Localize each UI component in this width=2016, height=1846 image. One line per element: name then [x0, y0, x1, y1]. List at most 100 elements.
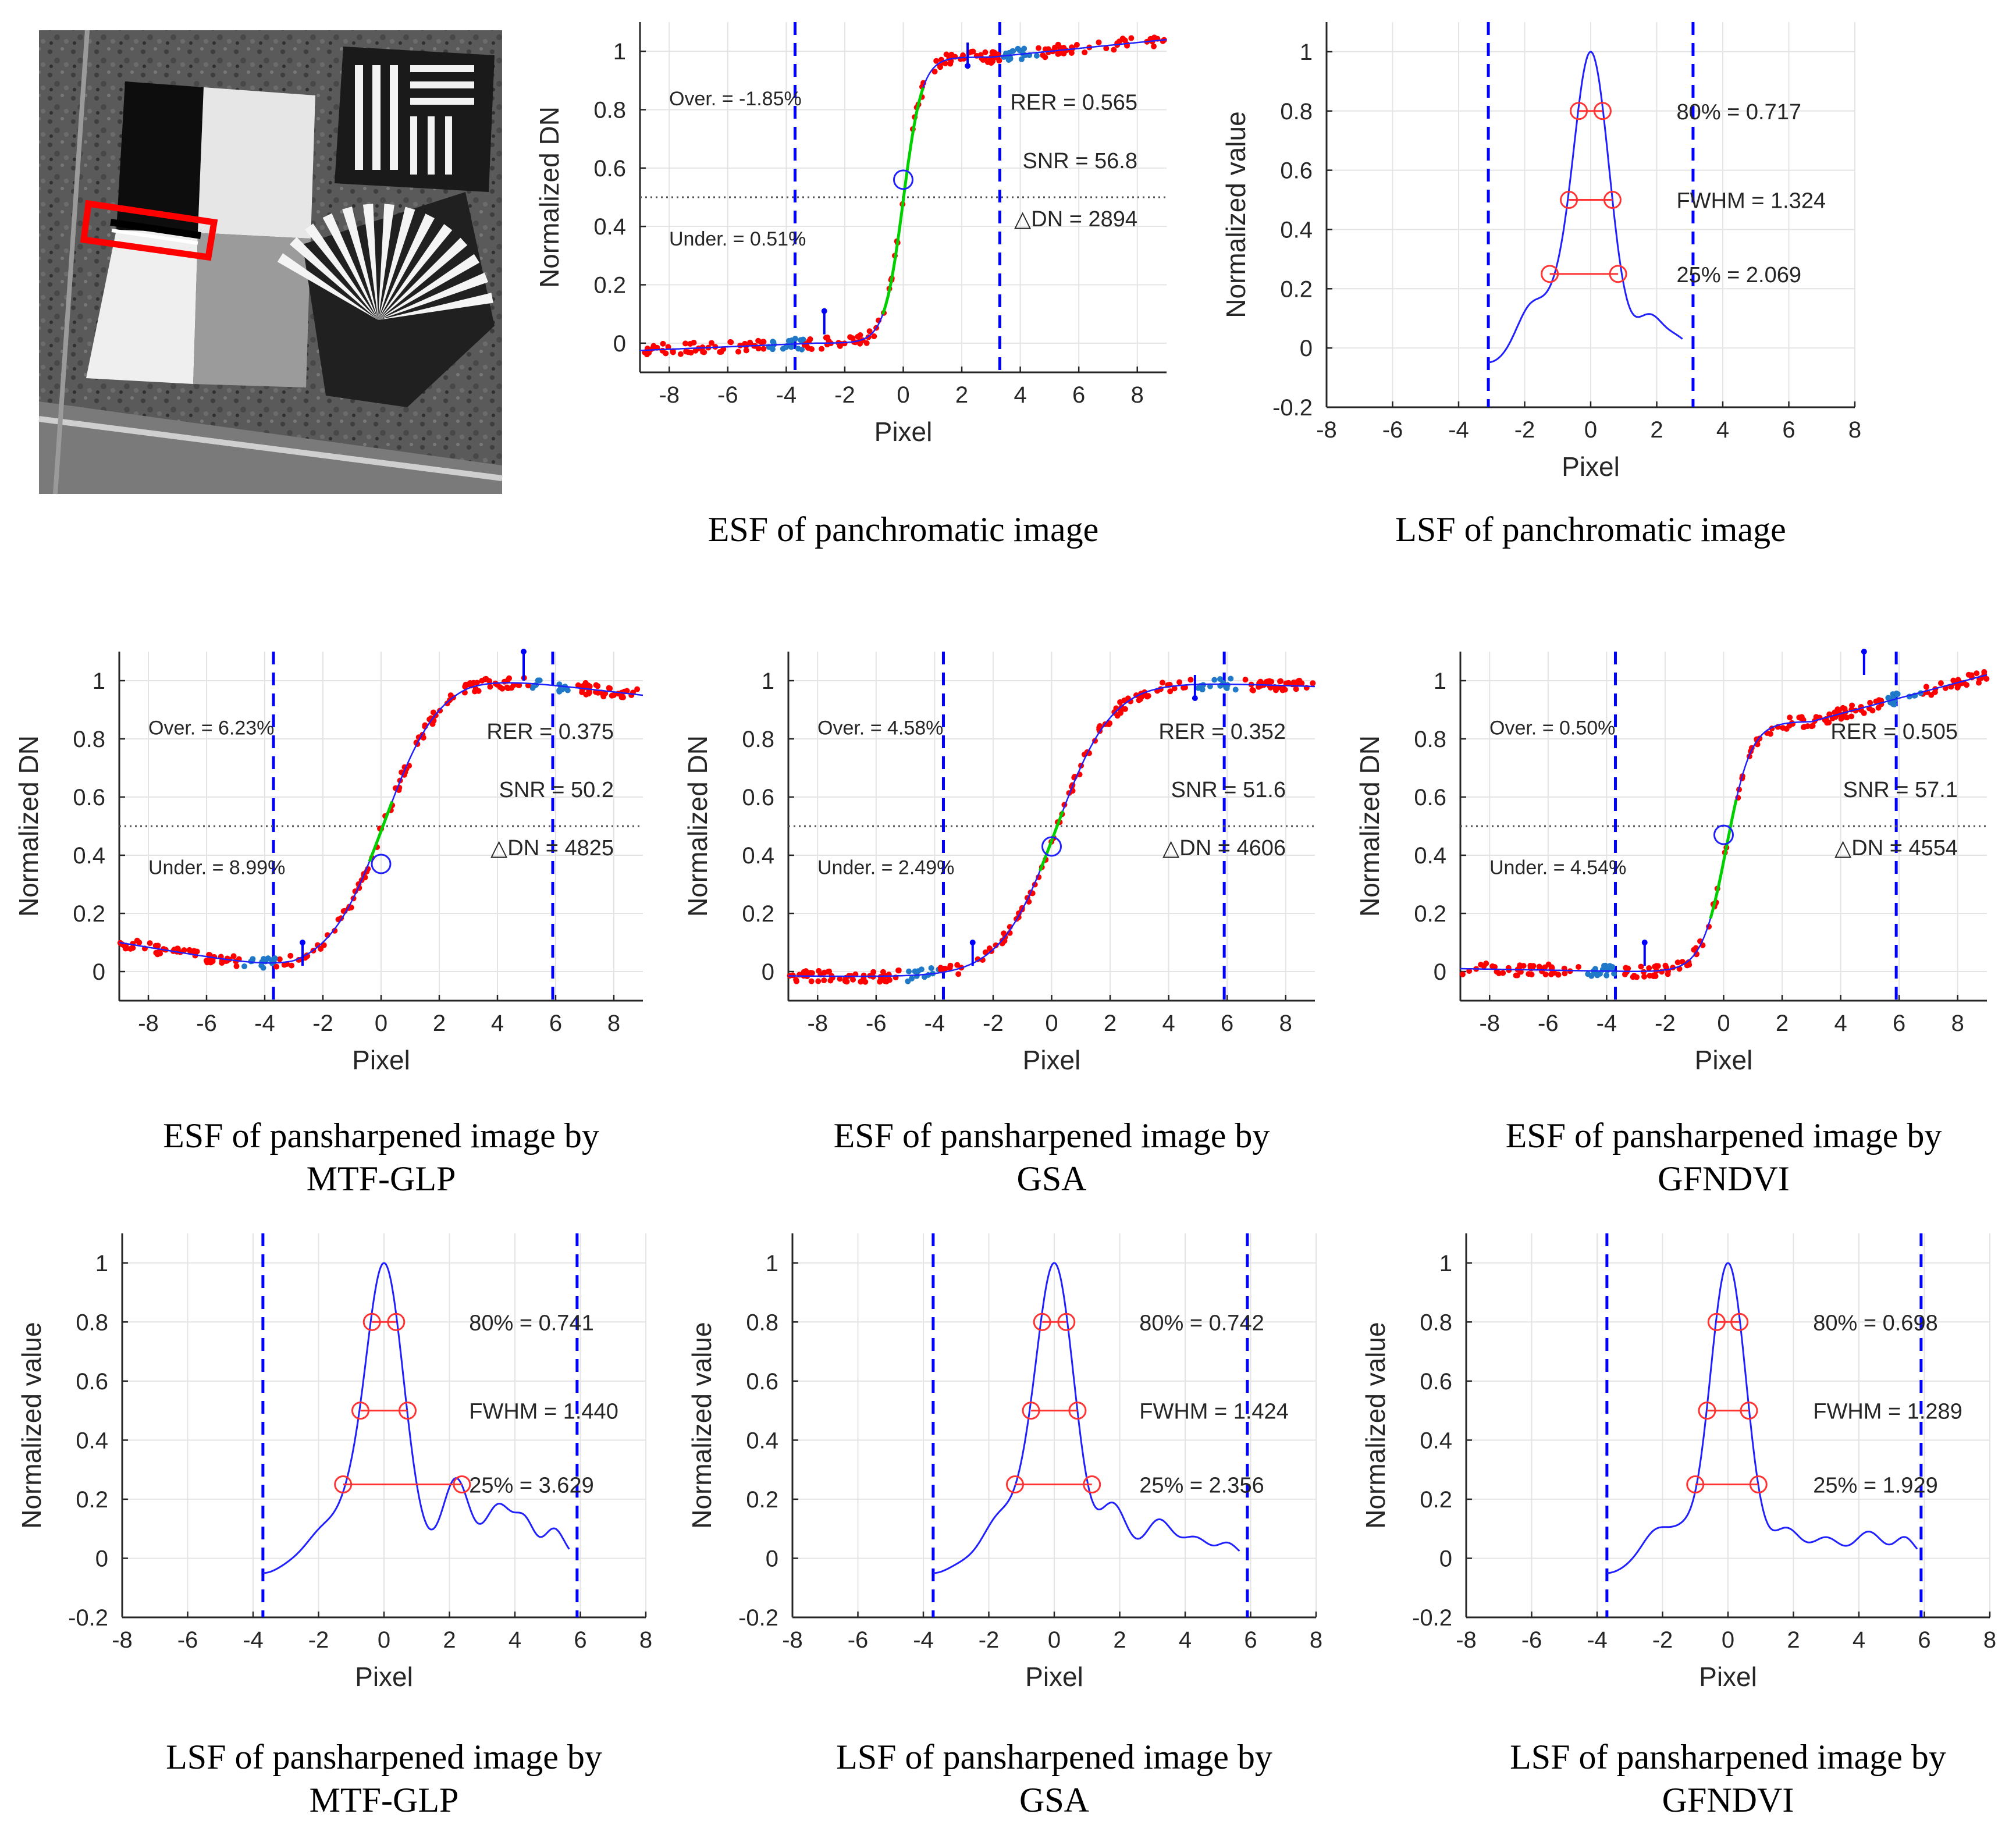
x-tick-label: 0 [1722, 1627, 1734, 1653]
esf-point [1603, 972, 1610, 979]
esf-point [692, 347, 699, 354]
overshoot-arrow-head [300, 940, 305, 945]
esf-point [136, 940, 143, 946]
esf-point [755, 345, 762, 351]
x-tick-label: -2 [308, 1627, 329, 1653]
y-tick-label: 0.2 [742, 901, 774, 927]
x-tick-label: 4 [1853, 1627, 1865, 1653]
width-25-label: 25% = 3.629 [469, 1474, 593, 1498]
esf-point [816, 968, 822, 974]
esf-point [1885, 695, 1891, 701]
width-marker-right [1609, 265, 1627, 283]
esf-point [332, 927, 338, 934]
esf-point [1800, 724, 1807, 730]
esf-point [1849, 702, 1855, 709]
y-tick-label: 0.8 [1420, 1310, 1452, 1335]
fwhm-label: FWHM = 1.440 [469, 1400, 618, 1424]
esf-point [1111, 47, 1117, 53]
esf-point [862, 979, 869, 985]
thumbnail-edge-profile [110, 219, 201, 239]
x-tick-label: 6 [1244, 1627, 1257, 1653]
thumbnail-highlight-box [80, 200, 218, 261]
undershoot-label: Under. = 4.54% [1489, 857, 1626, 879]
y-tick-label: -0.2 [1412, 1605, 1452, 1631]
x-tick-label: 2 [1113, 1627, 1126, 1653]
chart-esf-gfndvi: -8 -6 -4 -2 0 2 4 6 8 0 0.2 0.4 0.6 0.8 1 Pixel Normaliz… [1354, 649, 1990, 1198]
x-tick-label: 2 [1776, 1011, 1789, 1036]
esf-point [1122, 706, 1128, 712]
esf-point [501, 678, 507, 685]
x-tick-label: -2 [312, 1011, 333, 1036]
esf-point [1459, 971, 1466, 977]
starburst-spoke [277, 253, 378, 320]
chart-caption: ESF of pansharpened image by [1506, 1116, 1942, 1155]
esf-point [770, 339, 776, 345]
esf-point [660, 340, 666, 347]
esf-point [624, 688, 630, 694]
width-marker-left [351, 1402, 369, 1420]
x-tick-label: -4 [243, 1627, 264, 1653]
starburst-spoke [378, 204, 394, 320]
x-tick-label: -4 [925, 1011, 945, 1036]
x-tick-label: -8 [1479, 1011, 1500, 1036]
width-marker-right [1730, 1313, 1749, 1331]
thumbnail-gray-square [193, 233, 311, 387]
delta-dn-label: △DN = 4825 [490, 836, 614, 860]
esf-point [499, 685, 506, 692]
esf-point [1033, 52, 1040, 59]
esf-point [1263, 679, 1270, 685]
y-tick-label: 0.2 [73, 901, 105, 927]
x-tick-label: -8 [1456, 1627, 1477, 1653]
chart-caption: ESF of panchromatic image [708, 510, 1098, 549]
x-tick-label: -2 [979, 1627, 1000, 1653]
esf-point [708, 340, 714, 346]
x-tick-label: 4 [1716, 417, 1729, 443]
x-tick-label: 8 [1310, 1627, 1322, 1653]
y-tick-label: 0.4 [1414, 843, 1446, 869]
x-tick-label: 6 [1782, 417, 1795, 443]
x-tick-label: 0 [1584, 417, 1597, 443]
satellite-thumbnail [38, 30, 503, 495]
esf-point [127, 945, 134, 952]
esf-slope-segment [368, 801, 394, 862]
y-tick-label: 0 [766, 1546, 778, 1571]
esf-point [928, 965, 934, 971]
esf-point [321, 942, 327, 948]
esf-point [742, 340, 748, 347]
esf-point [837, 976, 843, 982]
esf-point [700, 348, 706, 355]
esf-point [1211, 677, 1218, 683]
esf-point [783, 344, 789, 350]
esf-point [618, 694, 625, 700]
x-axis-label: Pixel [1025, 1662, 1083, 1692]
x-tick-label: -8 [1316, 417, 1337, 443]
esf-point [758, 339, 765, 346]
y-tick-label: 0.2 [1280, 276, 1313, 302]
width-80-label: 80% = 0.698 [1813, 1311, 1937, 1335]
y-tick-label: 0.8 [73, 727, 105, 752]
snr-label: SNR = 57.1 [1843, 778, 1958, 802]
esf-point [276, 956, 283, 962]
starburst-spoke [378, 224, 453, 320]
esf-point [1182, 684, 1189, 691]
x-tick-label: -2 [1514, 417, 1535, 443]
half-max-marker [893, 169, 913, 190]
esf-point [487, 684, 493, 690]
starburst-spoke [378, 254, 480, 320]
y-tick-label: 0 [1300, 336, 1313, 361]
esf-point [871, 333, 877, 340]
esf-point [1483, 961, 1489, 967]
starburst-spoke [362, 204, 378, 320]
esf-point [670, 349, 676, 355]
esf-point [1073, 41, 1080, 48]
width-marker-left [1541, 265, 1559, 283]
x-tick-label: 6 [1221, 1011, 1233, 1036]
esf-point [1117, 699, 1123, 705]
esf-point [1928, 692, 1935, 698]
esf-point [1641, 973, 1648, 980]
esf-point [1232, 687, 1239, 693]
esf-point [961, 55, 967, 62]
esf-point [122, 945, 129, 952]
x-tick-label: -6 [866, 1011, 887, 1036]
overshoot-arrow-head [821, 308, 827, 314]
